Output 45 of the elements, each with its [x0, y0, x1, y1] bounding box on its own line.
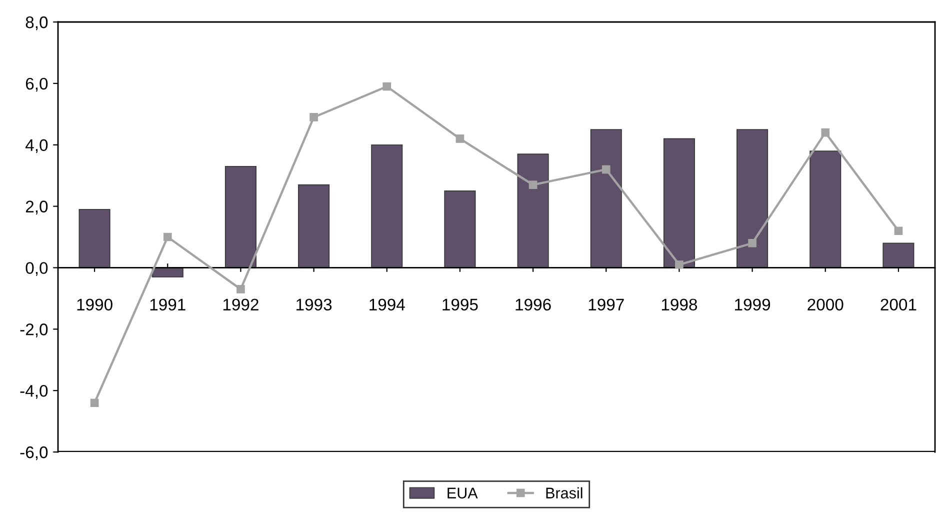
y-tick-label: -4,0: [20, 384, 48, 399]
x-tick-label: 1998: [662, 298, 698, 311]
point: [236, 285, 245, 294]
point: [894, 226, 903, 236]
bar: [810, 150, 842, 268]
point: [528, 180, 538, 189]
x-tick-label: 1999: [735, 298, 770, 311]
bar: [736, 129, 768, 268]
x-tick-label: 1995: [442, 298, 478, 311]
x-tick-label: 1996: [516, 298, 551, 311]
point: [675, 260, 684, 269]
legend-label: EUA: [448, 488, 478, 498]
x-tick-label: 1992: [223, 298, 258, 311]
bar: [371, 144, 403, 268]
y-tick-label: 2,0: [26, 200, 48, 214]
y-tick-label: 4,0: [25, 139, 48, 154]
x-tick-label: 1991: [150, 298, 186, 311]
bar: [298, 184, 330, 268]
bar: [882, 242, 914, 268]
bar: [78, 208, 110, 268]
y-tick-label: 0,0: [26, 262, 48, 276]
point: [90, 398, 99, 408]
point: [382, 82, 392, 91]
point: [310, 113, 318, 122]
x-tick-label: 1990: [77, 298, 112, 311]
x-tick-label: 1993: [296, 298, 332, 311]
bar: [590, 129, 622, 268]
bar: [663, 138, 695, 268]
x-tick-label: 1994: [370, 298, 405, 311]
point: [748, 238, 756, 248]
x-tick-label: 2001: [880, 298, 916, 311]
legend-label: Brasil: [546, 487, 582, 498]
bar: [444, 190, 476, 268]
x-tick-label: 1997: [588, 298, 624, 311]
point: [163, 232, 172, 242]
y-tick-label: -6,0: [20, 446, 48, 460]
x-tick-label: 2000: [808, 298, 844, 311]
y-tick-label: 6,0: [26, 78, 48, 92]
bar: [224, 166, 256, 268]
point: [821, 128, 830, 137]
y-tick-label: -2,0: [20, 324, 48, 338]
bar: [517, 154, 549, 268]
point: [456, 134, 464, 143]
y-tick-label: 8,0: [26, 16, 48, 30]
point: [602, 165, 610, 174]
